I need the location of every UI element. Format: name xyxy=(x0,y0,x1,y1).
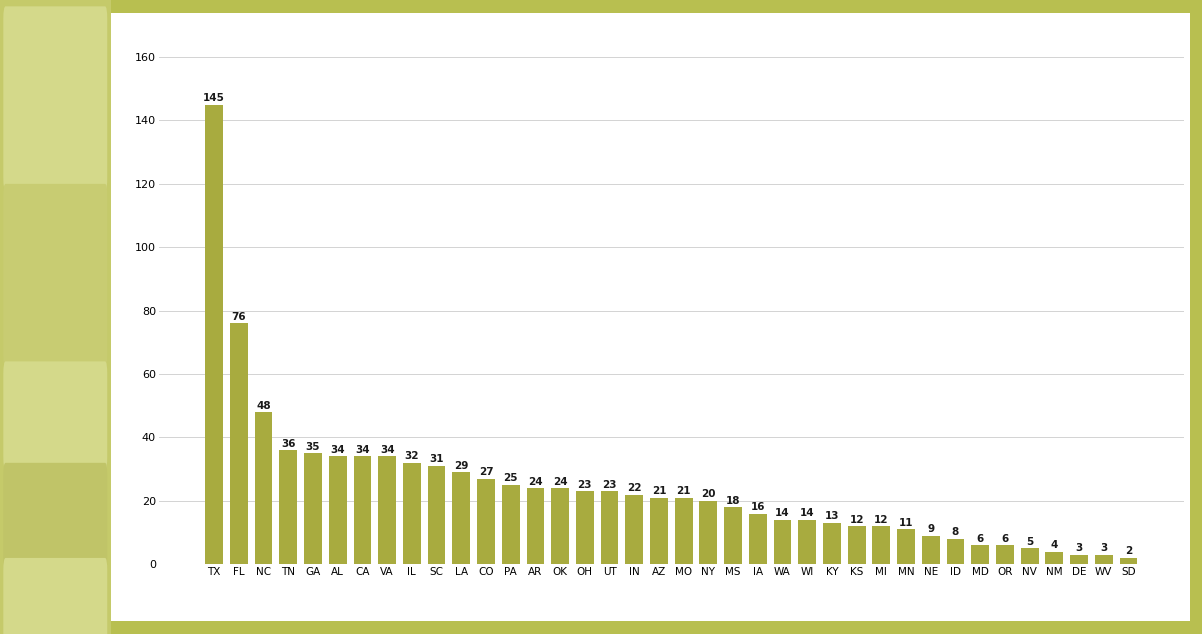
Bar xyxy=(206,105,224,564)
Bar xyxy=(650,498,668,564)
Bar xyxy=(749,514,767,564)
Text: 14: 14 xyxy=(775,508,790,519)
Bar xyxy=(601,491,619,564)
Text: 18: 18 xyxy=(726,496,740,506)
Bar xyxy=(329,456,346,564)
Text: 24: 24 xyxy=(553,477,567,487)
Text: 16: 16 xyxy=(750,502,764,512)
Text: 6: 6 xyxy=(1001,534,1008,544)
Text: 48: 48 xyxy=(256,401,270,411)
Bar xyxy=(996,545,1013,564)
Text: 3: 3 xyxy=(1076,543,1083,553)
Bar xyxy=(724,507,742,564)
Bar xyxy=(1095,555,1113,564)
Bar xyxy=(304,453,322,564)
Bar xyxy=(526,488,545,564)
Bar xyxy=(1119,558,1137,564)
Bar xyxy=(700,501,718,564)
FancyBboxPatch shape xyxy=(4,463,107,571)
Text: 21: 21 xyxy=(677,486,691,496)
Text: 36: 36 xyxy=(281,439,296,449)
Text: 14: 14 xyxy=(799,508,815,519)
Bar xyxy=(230,323,248,564)
FancyBboxPatch shape xyxy=(4,558,107,634)
Bar xyxy=(823,523,841,564)
Text: 35: 35 xyxy=(305,442,320,451)
Text: 25: 25 xyxy=(504,474,518,484)
Text: 3: 3 xyxy=(1100,543,1107,553)
Bar xyxy=(947,539,964,564)
Text: 6: 6 xyxy=(976,534,983,544)
Text: 34: 34 xyxy=(331,445,345,455)
Text: 8: 8 xyxy=(952,527,959,538)
Text: 20: 20 xyxy=(701,489,715,500)
FancyBboxPatch shape xyxy=(4,361,107,469)
Text: 76: 76 xyxy=(232,312,246,322)
Text: 22: 22 xyxy=(627,483,642,493)
Bar xyxy=(255,412,273,564)
Bar xyxy=(552,488,569,564)
Bar xyxy=(477,479,495,564)
Text: 32: 32 xyxy=(405,451,419,462)
Bar xyxy=(674,498,692,564)
Text: 2: 2 xyxy=(1125,547,1132,557)
Bar xyxy=(798,520,816,564)
Text: 11: 11 xyxy=(899,518,914,527)
Text: 5: 5 xyxy=(1027,537,1034,547)
Bar xyxy=(625,495,643,564)
Text: 21: 21 xyxy=(651,486,666,496)
Bar xyxy=(576,491,594,564)
Bar xyxy=(971,545,989,564)
Bar xyxy=(922,536,940,564)
Text: 9: 9 xyxy=(927,524,934,534)
Text: 145: 145 xyxy=(203,93,225,103)
Bar xyxy=(428,466,446,564)
Text: 34: 34 xyxy=(380,445,394,455)
Text: 29: 29 xyxy=(454,461,469,470)
FancyBboxPatch shape xyxy=(4,184,107,368)
Bar xyxy=(873,526,891,564)
FancyBboxPatch shape xyxy=(4,6,107,190)
Bar xyxy=(1020,548,1039,564)
Text: 4: 4 xyxy=(1051,540,1058,550)
Bar xyxy=(379,456,395,564)
Bar xyxy=(897,529,915,564)
Text: 34: 34 xyxy=(355,445,370,455)
Text: 31: 31 xyxy=(429,455,444,464)
Bar xyxy=(452,472,470,564)
Bar xyxy=(1046,552,1064,564)
Text: 23: 23 xyxy=(602,480,617,489)
Bar xyxy=(1070,555,1088,564)
Bar xyxy=(501,485,519,564)
Text: 23: 23 xyxy=(578,480,593,489)
Text: 12: 12 xyxy=(874,515,888,525)
Bar xyxy=(774,520,791,564)
Text: 12: 12 xyxy=(850,515,864,525)
Text: 27: 27 xyxy=(478,467,493,477)
Text: 24: 24 xyxy=(528,477,543,487)
Bar xyxy=(353,456,371,564)
Bar xyxy=(279,450,297,564)
Text: 13: 13 xyxy=(825,512,839,521)
Bar xyxy=(403,463,421,564)
Bar xyxy=(847,526,865,564)
